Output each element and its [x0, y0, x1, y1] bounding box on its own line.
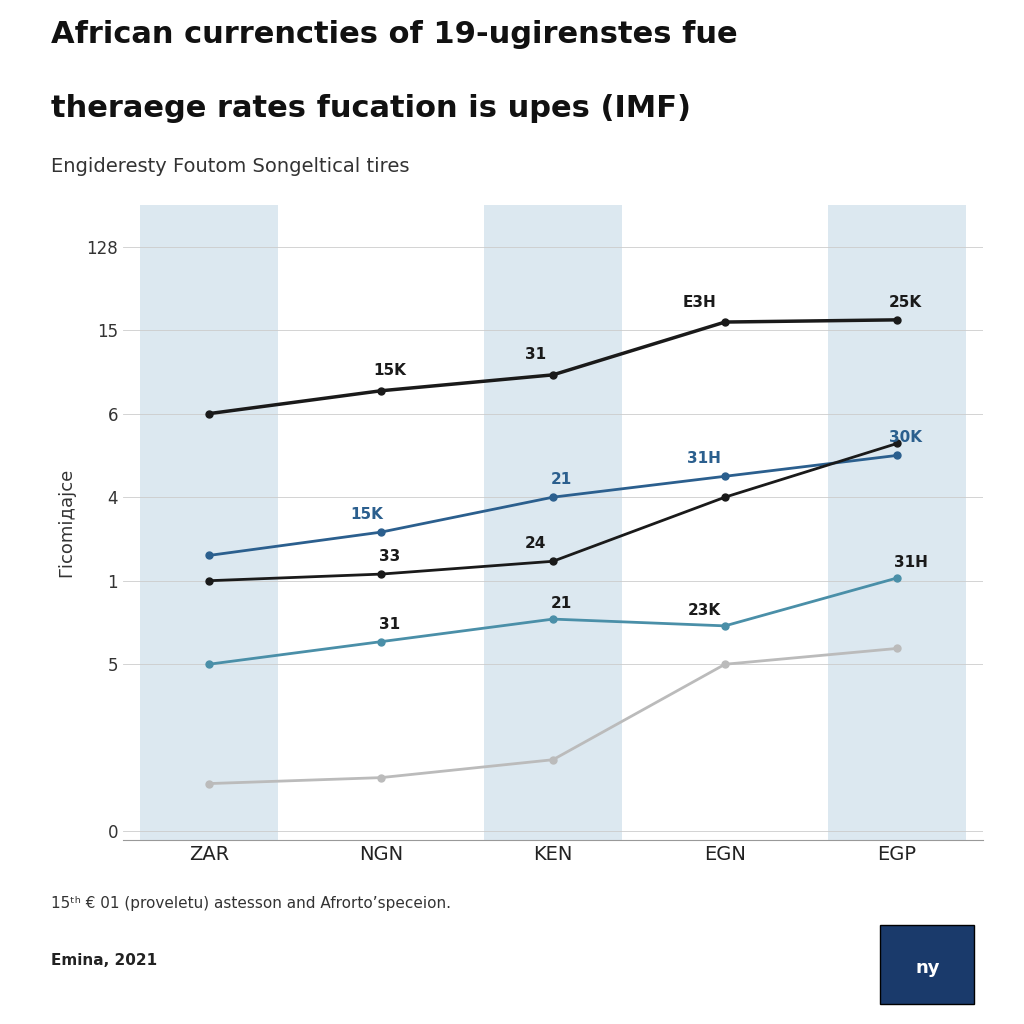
Bar [484, 205, 622, 840]
Text: 15K: 15K [373, 364, 406, 378]
Y-axis label: Гicomiдаjce: Гicomiдаjce [57, 468, 75, 577]
Text: 24: 24 [525, 537, 547, 551]
Text: 31: 31 [525, 347, 547, 362]
Text: 23K: 23K [688, 602, 721, 617]
Text: 33: 33 [379, 549, 400, 564]
Bar [140, 205, 278, 840]
Text: 21: 21 [551, 472, 572, 487]
Text: African currencties of 19-ugirenstes fue: African currencties of 19-ugirenstes fue [51, 20, 738, 49]
Text: ny: ny [915, 958, 940, 977]
Text: 15ᵗʰ € 01 (proveletu) astesson and Afrorto’speceion.: 15ᵗʰ € 01 (proveletu) astesson and Afror… [51, 896, 452, 911]
Bar [828, 205, 966, 840]
Text: 21: 21 [551, 596, 572, 610]
Text: 30K: 30K [889, 430, 923, 445]
Text: 31: 31 [379, 616, 400, 632]
Text: 25K: 25K [889, 295, 923, 310]
Text: Emina, 2021: Emina, 2021 [51, 953, 158, 969]
Text: theraege rates fucation is upes (IMF): theraege rates fucation is upes (IMF) [51, 94, 691, 123]
Text: 31H: 31H [894, 555, 928, 569]
Text: Engideresty Foutom Songeltical tires: Engideresty Foutom Songeltical tires [51, 157, 410, 176]
FancyBboxPatch shape [881, 925, 975, 1004]
Text: 31H: 31H [687, 452, 721, 466]
Text: E3H: E3H [682, 295, 716, 309]
Text: 15K: 15K [351, 507, 384, 522]
